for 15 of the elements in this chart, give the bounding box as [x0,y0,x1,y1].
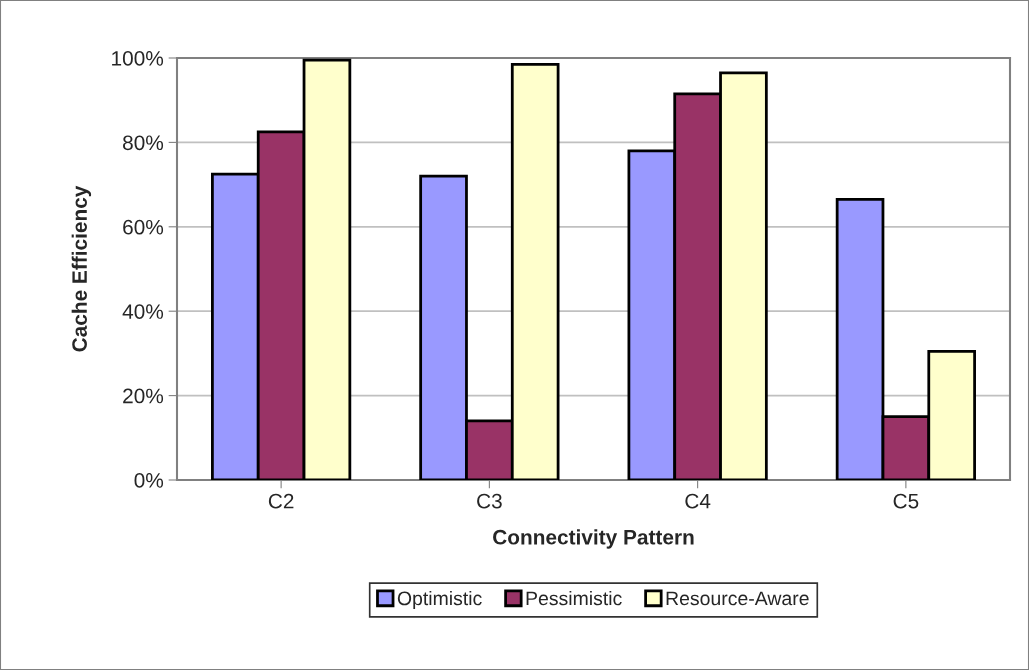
legend-label: Pessimistic [526,590,622,606]
y-tick-label: 80% [123,135,164,151]
x-tick-label: C2 [268,493,294,509]
x-tick-label: C4 [685,493,711,509]
x-axis-title: Connectivity Pattern [493,529,694,549]
y-tick-label: 60% [123,219,164,235]
x-tick-label: C5 [893,493,919,509]
legend-label: Optimistic [397,590,482,610]
y-tick-label: 20% [123,388,164,404]
x-tick-label: C3 [477,493,502,509]
y-tick-label: 0% [134,473,164,488]
legend-label: Resource-Aware [666,591,809,606]
y-tick-label: 100% [112,51,164,66]
y-axis-title: Cache Efficiency [71,185,92,352]
y-tick-label: 40% [122,304,164,319]
